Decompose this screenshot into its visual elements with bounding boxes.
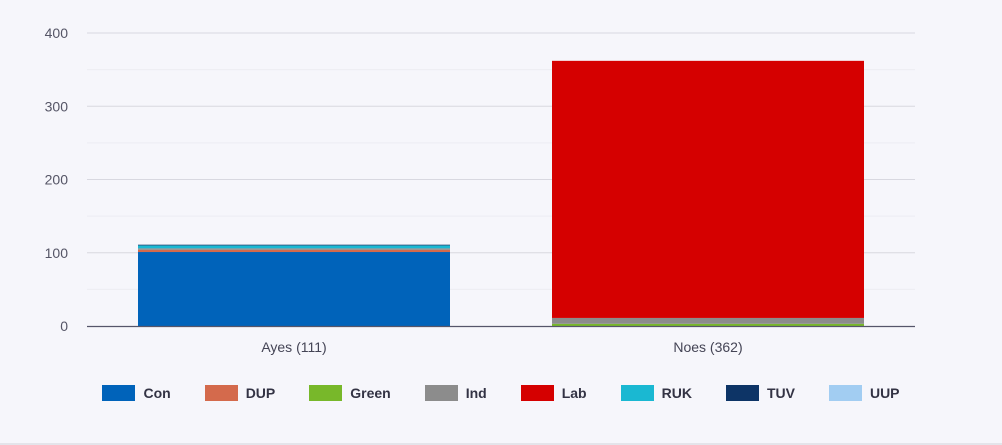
y-tick-label: 300 — [45, 98, 69, 114]
legend-swatch — [424, 385, 458, 401]
legend-item[interactable]: Lab — [520, 385, 587, 401]
legend-label: UUP — [869, 385, 900, 401]
y-tick-label: 400 — [45, 25, 69, 41]
legend-label: Green — [350, 385, 391, 401]
legend-swatch — [204, 385, 238, 401]
x-category-label: Ayes (111) — [261, 339, 326, 355]
bar-segment — [138, 249, 450, 253]
legend-swatch — [102, 385, 136, 401]
bar-segment — [552, 323, 864, 326]
legend-swatch — [828, 385, 862, 401]
legend-swatch — [725, 385, 759, 401]
legend-swatch — [520, 385, 554, 401]
legend-item[interactable]: Con — [102, 385, 171, 401]
bottom-divider — [0, 443, 1002, 445]
bar-segment — [552, 60, 864, 318]
y-tick-label: 0 — [60, 318, 68, 334]
legend-item[interactable]: RUK — [620, 385, 692, 401]
legend-item[interactable]: DUP — [204, 385, 276, 401]
bar-segment — [138, 248, 450, 250]
bar-segment — [552, 317, 864, 324]
legend-item[interactable]: TUV — [725, 385, 795, 401]
legend-swatch — [620, 385, 654, 401]
legend-item[interactable]: Green — [309, 385, 391, 401]
legend-item[interactable]: Ind — [424, 385, 487, 401]
legend: Con DUP Green Ind Lab RUK TUV UUP — [0, 382, 1002, 404]
bar-segment — [138, 252, 450, 326]
legend-label: DUP — [245, 385, 276, 401]
legend-item[interactable]: UUP — [828, 385, 900, 401]
x-category-label: Noes (362) — [673, 339, 742, 355]
legend-label: Lab — [561, 385, 587, 401]
bar-segment — [138, 245, 450, 249]
legend-label: Ind — [465, 385, 487, 401]
y-tick-label: 200 — [45, 172, 69, 188]
legend-label: Con — [143, 385, 171, 401]
bar-segment — [138, 244, 450, 246]
legend-label: RUK — [661, 385, 692, 401]
legend-swatch — [309, 385, 343, 401]
y-tick-label: 100 — [45, 245, 69, 261]
legend-label: TUV — [766, 385, 795, 401]
